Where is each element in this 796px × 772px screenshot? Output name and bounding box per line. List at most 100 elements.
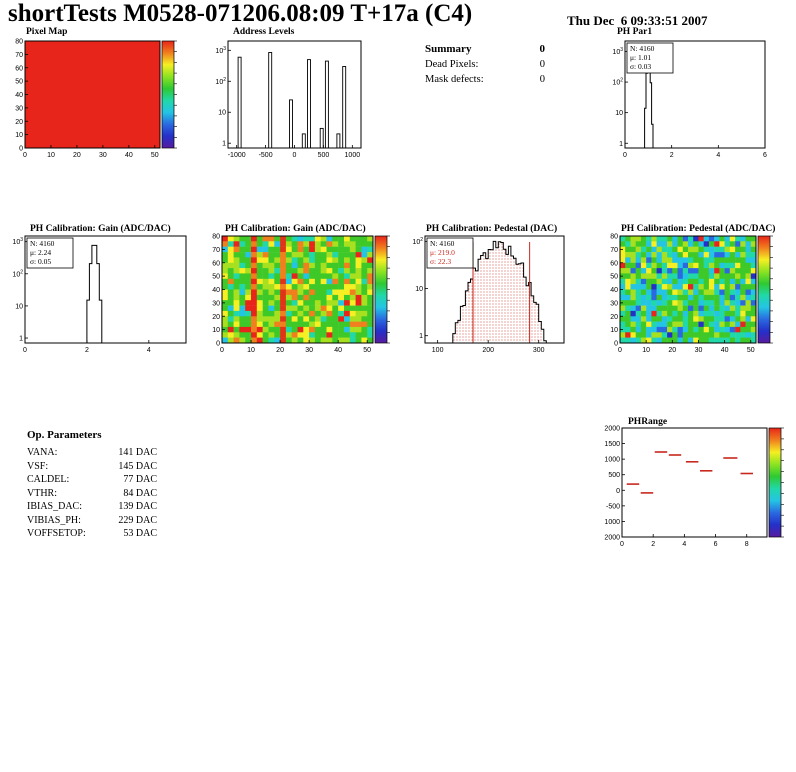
svg-text:10: 10 xyxy=(247,347,255,354)
svg-text:0: 0 xyxy=(293,152,297,159)
svg-text:40: 40 xyxy=(721,347,729,354)
svg-text:103: 103 xyxy=(612,47,623,56)
svg-text:0: 0 xyxy=(618,347,622,354)
op-param-label: VOFFSETOP: xyxy=(27,528,86,539)
gain-hist-title: PH Calibration: Gain (ADC/DAC) xyxy=(30,224,171,234)
op-param-value: 53 DAC xyxy=(123,528,157,539)
svg-text:40: 40 xyxy=(610,287,618,294)
op-param-label: VANA: xyxy=(27,447,58,458)
gain-map-title: PH Calibration: Gain (ADC/DAC) xyxy=(225,224,366,234)
svg-text:0: 0 xyxy=(620,541,624,548)
svg-text:102: 102 xyxy=(612,78,623,87)
svg-text:30: 30 xyxy=(610,300,618,307)
svg-text:40: 40 xyxy=(212,287,220,294)
svg-text:500: 500 xyxy=(608,472,620,479)
svg-text:10: 10 xyxy=(15,132,23,139)
svg-text:20: 20 xyxy=(276,347,284,354)
op-param-label: VTHR: xyxy=(27,487,57,499)
op-param-value: 141 DAC xyxy=(118,447,157,458)
svg-text:N: 4160: N: 4160 xyxy=(430,239,455,248)
dead-pixels-value: 0 xyxy=(539,59,545,70)
op-parameters-rows: VANA: 141 DAC VSF: 145 DAC CALDEL: 77 DAC VTHR… xyxy=(27,446,157,541)
mask-defects-value: 0 xyxy=(539,74,545,85)
svg-text:10: 10 xyxy=(212,327,220,334)
svg-text:2: 2 xyxy=(651,541,655,548)
summary-header-row: Summary 0 xyxy=(425,43,545,55)
svg-text:40: 40 xyxy=(125,152,133,159)
page-title: shortTests M0528-071206.08:09 T+17a (C4) xyxy=(8,0,473,27)
svg-text:80: 80 xyxy=(610,234,618,241)
svg-text:10: 10 xyxy=(642,347,650,354)
ph-par1-title: PH Par1 xyxy=(617,27,653,37)
svg-text:50: 50 xyxy=(212,274,220,281)
svg-text:σ: 22.3: σ: 22.3 xyxy=(430,257,451,266)
svg-text:103: 103 xyxy=(215,46,226,55)
svg-text:103: 103 xyxy=(12,237,23,246)
op-param-value: 145 DAC xyxy=(118,460,157,472)
svg-text:10: 10 xyxy=(218,110,226,117)
svg-text:0: 0 xyxy=(23,152,27,159)
svg-text:0: 0 xyxy=(614,341,618,348)
pedestal-map-title: PH Calibration: Pedestal (ADC/DAC) xyxy=(621,224,776,234)
ph_range-plot: 0 2 4 6 8 2000 1500 1000 500 0 -500 1000 2000 xyxy=(604,426,784,548)
svg-text:0: 0 xyxy=(19,146,23,153)
gain_map-plot: 0 10 20 30 40 50 0 10 20 30 40 50 60 70 80 xyxy=(212,234,390,354)
pixel-map-title: Pixel Map xyxy=(26,27,68,37)
op-param-label: VSF: xyxy=(27,460,49,472)
summary-row-mask-defects: Mask defects: 0 xyxy=(425,74,545,85)
op-param-label: IBIAS_DAC: xyxy=(27,501,83,512)
svg-text:10: 10 xyxy=(47,152,55,159)
svg-text:N: 4160: N: 4160 xyxy=(30,239,55,248)
op-param-row: VSF: 145 DAC xyxy=(27,460,157,474)
svg-text:μ: 219.0: μ: 219.0 xyxy=(430,248,455,257)
summary-title: Summary xyxy=(425,43,472,55)
svg-text:1: 1 xyxy=(19,336,23,343)
svg-text:1: 1 xyxy=(619,141,623,148)
ped_map-plot: 0 10 20 30 40 50 0 10 20 30 40 50 60 70 80 xyxy=(610,234,773,354)
svg-text:8: 8 xyxy=(745,541,749,548)
svg-text:μ: 1.01: μ: 1.01 xyxy=(630,53,651,62)
svg-text:20: 20 xyxy=(73,152,81,159)
svg-text:σ: 0.05: σ: 0.05 xyxy=(30,257,51,266)
pedestal-hist-title: PH Calibration: Pedestal (DAC) xyxy=(426,224,558,234)
op-param-row: VTHR: 84 DAC xyxy=(27,487,157,501)
svg-text:20: 20 xyxy=(15,119,23,126)
svg-text:100: 100 xyxy=(432,347,444,354)
op-param-value: 139 DAC xyxy=(118,501,157,512)
op-param-value: 229 DAC xyxy=(118,514,157,526)
svg-text:200: 200 xyxy=(482,347,494,354)
svg-text:50: 50 xyxy=(363,347,371,354)
svg-text:20: 20 xyxy=(668,347,676,354)
svg-text:60: 60 xyxy=(610,260,618,267)
svg-text:70: 70 xyxy=(212,247,220,254)
svg-text:50: 50 xyxy=(151,152,159,159)
svg-text:1000: 1000 xyxy=(345,152,361,159)
svg-text:300: 300 xyxy=(533,347,545,354)
svg-text:30: 30 xyxy=(99,152,107,159)
svg-text:40: 40 xyxy=(15,92,23,99)
svg-text:1: 1 xyxy=(222,141,226,148)
svg-text:6: 6 xyxy=(714,541,718,548)
op-param-row: VOFFSETOP: 53 DAC xyxy=(27,527,157,541)
svg-text:70: 70 xyxy=(610,247,618,254)
op-param-label: CALDEL: xyxy=(27,474,70,485)
svg-text:80: 80 xyxy=(212,234,220,241)
svg-text:102: 102 xyxy=(215,77,226,86)
op-param-row: IBIAS_DAC: 139 DAC xyxy=(27,500,157,514)
mask-defects-label: Mask defects: xyxy=(425,74,484,85)
svg-text:102: 102 xyxy=(412,237,423,246)
svg-text:0: 0 xyxy=(216,341,220,348)
svg-text:10: 10 xyxy=(15,303,23,310)
svg-text:1: 1 xyxy=(419,333,423,340)
svg-text:-500: -500 xyxy=(259,152,273,159)
op-parameters-title: Op. Parameters xyxy=(27,429,102,441)
svg-text:102: 102 xyxy=(12,269,23,278)
svg-text:50: 50 xyxy=(747,347,755,354)
svg-text:10: 10 xyxy=(415,286,423,293)
svg-text:70: 70 xyxy=(15,52,23,59)
svg-text:N: 4160: N: 4160 xyxy=(630,44,655,53)
svg-text:1000: 1000 xyxy=(604,519,620,526)
summary-row-dead-pixels: Dead Pixels: 0 xyxy=(425,59,545,70)
